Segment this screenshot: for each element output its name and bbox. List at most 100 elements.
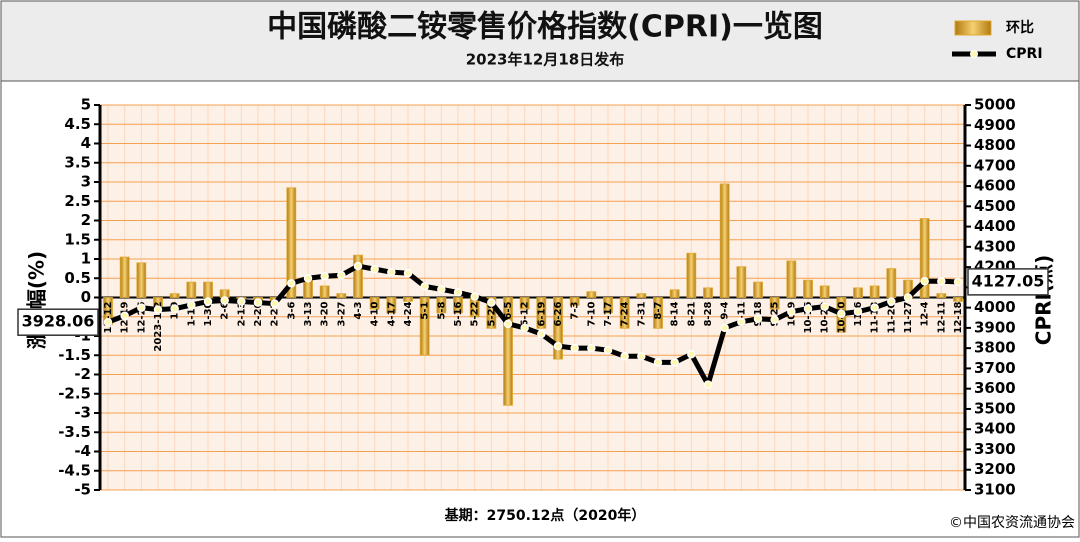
value-label-box xyxy=(967,268,1049,296)
x-tick-label: 2-6 xyxy=(220,301,231,319)
bar xyxy=(319,285,330,298)
x-tick-label: 7-3 xyxy=(570,301,581,319)
cpri-point xyxy=(420,282,429,291)
cpri-point xyxy=(337,270,346,280)
bar xyxy=(703,287,713,298)
cpri-point xyxy=(953,277,963,287)
y-tick-label: 2.5 xyxy=(64,192,91,210)
cpri-point xyxy=(487,298,496,307)
y2-tick-label: 3800 xyxy=(974,339,1016,357)
bar xyxy=(486,297,497,329)
header-band xyxy=(0,0,1080,82)
y-tick-label: 3.5 xyxy=(64,153,91,171)
bar xyxy=(853,287,863,298)
y2-tick-label: 3600 xyxy=(974,379,1016,397)
cpri-point xyxy=(703,380,713,389)
bar xyxy=(586,291,597,298)
y-tick-label: 1.5 xyxy=(64,230,91,248)
cpri-point xyxy=(820,302,829,311)
y-tick-label: -3 xyxy=(74,404,91,422)
x-tick-label: 6-12 xyxy=(520,301,531,326)
cpri-point xyxy=(920,277,929,286)
cpri-point xyxy=(137,303,146,312)
bar xyxy=(536,297,547,329)
legend-label: CPRI xyxy=(1006,46,1043,62)
y2-tick-label: 3700 xyxy=(974,359,1016,377)
y-tick-label: -2 xyxy=(74,365,91,383)
bar xyxy=(169,293,180,298)
cpri-point xyxy=(403,268,413,278)
bar xyxy=(436,297,447,314)
bar xyxy=(603,297,613,314)
x-tick-label: 8-14 xyxy=(670,301,681,326)
legend-label: 环比 xyxy=(1006,19,1034,36)
x-tick-label: 12-11 xyxy=(936,301,947,333)
x-tick-label: 9-25 xyxy=(770,301,781,326)
cpri-point xyxy=(587,343,596,353)
y-tick-label: -5 xyxy=(74,481,91,499)
cpri-point xyxy=(637,352,646,361)
cpri-point xyxy=(720,323,729,333)
cpri-point xyxy=(903,293,913,302)
x-tick-label: 9-18 xyxy=(753,301,764,326)
legend-swatch xyxy=(954,20,992,36)
cpri-point xyxy=(387,267,396,277)
cpri-point xyxy=(170,304,179,313)
y2-tick-label: 3500 xyxy=(974,399,1016,417)
x-tick-label: 3-27 xyxy=(336,301,347,326)
y-tick-label: -3.5 xyxy=(58,423,91,441)
y2-tick-label: 3400 xyxy=(974,420,1016,438)
cpri-point xyxy=(570,343,579,353)
cpri-point xyxy=(253,298,263,307)
x-tick-label: 1-16 xyxy=(186,301,197,326)
y2-tick-label: 4000 xyxy=(974,298,1016,316)
bar xyxy=(519,297,530,310)
x-tick-label: 3-20 xyxy=(320,301,331,326)
bar xyxy=(786,260,797,298)
x-tick-label: 4-24 xyxy=(403,301,414,326)
bar xyxy=(286,187,297,298)
bar xyxy=(803,279,813,298)
x-tick-label: 7-24 xyxy=(620,301,631,326)
bar xyxy=(369,297,380,310)
cpri-point xyxy=(370,264,379,274)
x-tick-label: 12-4 xyxy=(920,301,931,326)
cpri-point xyxy=(770,315,779,325)
cpri-point xyxy=(287,279,296,288)
y2-tick-label: 4400 xyxy=(974,217,1016,235)
cpri-point xyxy=(537,329,546,339)
value-label-box xyxy=(17,308,99,336)
x-tick-label: 5-1 xyxy=(420,301,431,319)
bar xyxy=(753,281,763,298)
x-tick-label: 2-13 xyxy=(236,301,247,326)
y-tick-label: 3 xyxy=(81,173,91,191)
cpri-point xyxy=(103,317,113,327)
bar xyxy=(336,293,347,298)
y2-tick-label: 3200 xyxy=(974,460,1016,478)
x-tick-label: 8-7 xyxy=(653,301,664,319)
bar xyxy=(719,183,730,298)
bar xyxy=(419,297,430,356)
y-tick-label: -1.5 xyxy=(58,346,91,364)
value-label: 4127.05 xyxy=(972,271,1045,290)
value-label: 3928.06 xyxy=(22,312,95,331)
y-tick-label: 4.5 xyxy=(64,115,91,133)
bar xyxy=(653,297,663,329)
bar xyxy=(553,297,563,360)
x-tick-label: 2023-1-2 xyxy=(153,301,164,351)
cpri-point xyxy=(453,288,463,297)
x-tick-label: 7-31 xyxy=(636,301,647,326)
y2-tick-label: 3300 xyxy=(974,440,1016,458)
cpri-point xyxy=(503,319,513,329)
y-tick-label: 2 xyxy=(81,211,91,229)
bar xyxy=(886,268,897,298)
y-tick-label: -4 xyxy=(74,442,91,460)
bar xyxy=(203,281,213,298)
y2-tick-label: 4300 xyxy=(974,237,1016,255)
x-tick-label: 4-10 xyxy=(370,301,381,326)
cpri-point xyxy=(353,261,363,271)
bar xyxy=(403,297,413,302)
cpri-point xyxy=(937,277,946,286)
bar xyxy=(936,293,947,298)
